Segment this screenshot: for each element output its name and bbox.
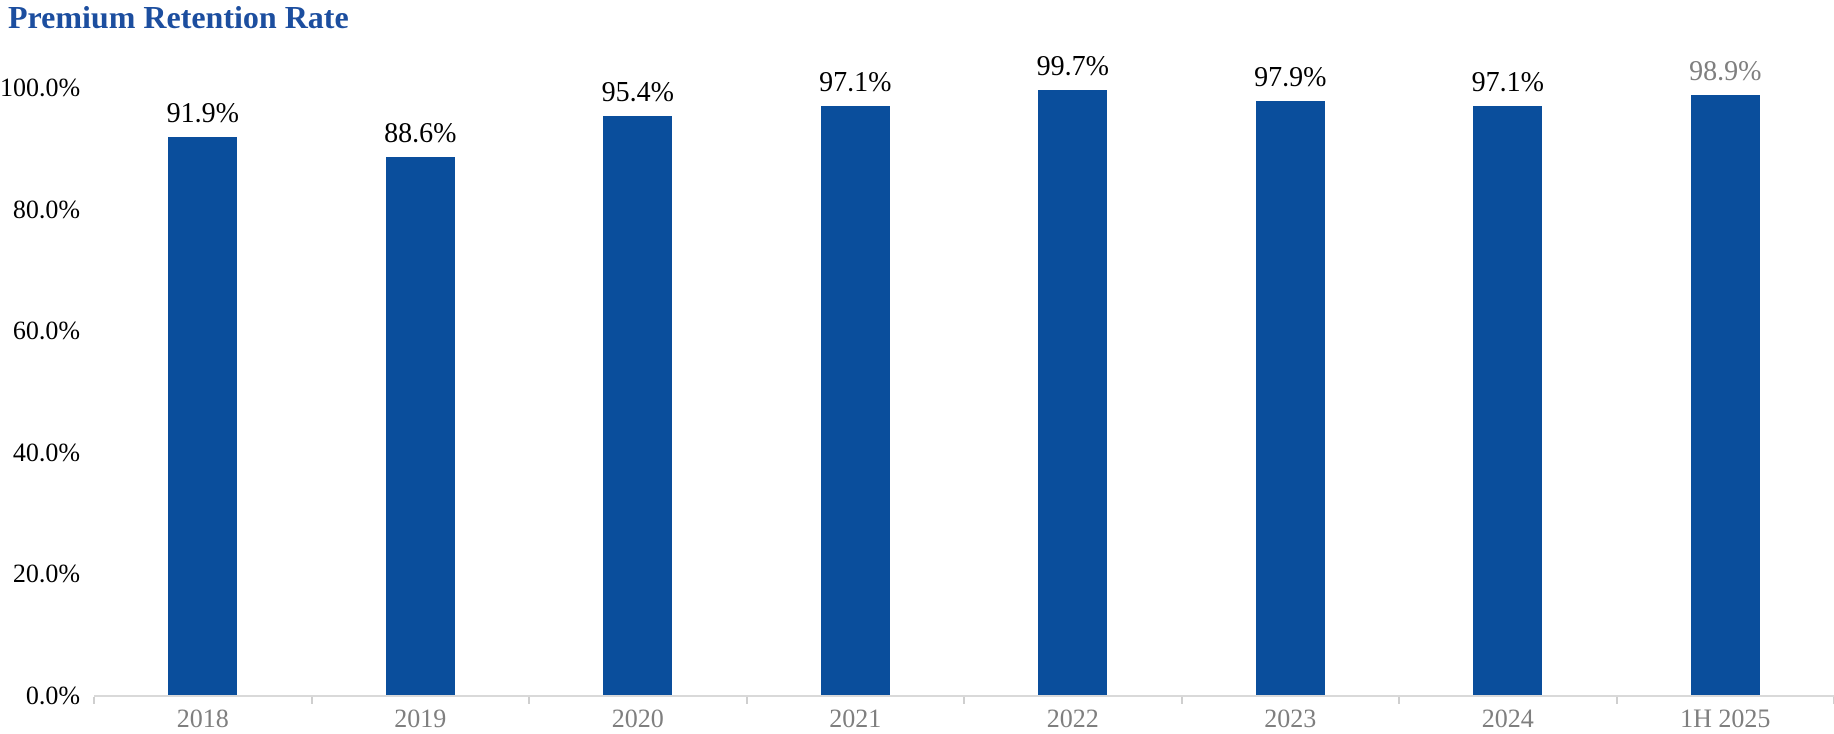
x-axis-line [94,695,1834,697]
x-tick-label-2024: 2024 [1481,704,1534,733]
x-tick-label-2021: 2021 [829,704,882,733]
x-tick-label-2022: 2022 [1046,704,1099,733]
data-label-2021: 97.1% [819,66,892,98]
bar-2024 [1473,105,1543,696]
y-tick-label-0.0%: 0.0% [25,681,80,710]
x-tick-label-2020: 2020 [611,704,664,733]
data-label-2023: 97.9% [1254,61,1327,93]
bar-1H 2025 [1690,94,1760,696]
data-label-2019: 88.6% [384,118,457,150]
bar-2020 [603,115,673,696]
x-axis-tick [310,697,313,704]
y-tick-label-60.0%: 60.0% [12,316,80,346]
y-tick-label-40.0%: 40.0% [12,437,80,467]
x-axis-tick [528,697,530,704]
x-axis-tick [93,697,95,704]
x-tick-label-2018: 2018 [176,704,229,733]
y-tick-label-20.0%: 20.0% [12,559,80,589]
x-tick-label-2019: 2019 [394,704,447,733]
bar-2021 [820,105,890,696]
bar-2023 [1255,100,1325,696]
data-label-1H 2025: 98.9% [1689,55,1762,87]
data-label-2022: 99.7% [1036,50,1109,82]
y-tick-label-80.0%: 80.0% [12,194,80,224]
data-label-2018: 91.9% [166,98,239,130]
bar-2019 [385,157,455,696]
x-axis-tick [1615,697,1618,704]
bar-2022 [1038,89,1108,696]
y-tick-label-100.0%: 100.0% [0,73,81,102]
data-label-2024: 97.1% [1471,66,1544,98]
chart-title: Premium Retention Rate [8,0,349,35]
data-label-2020: 95.4% [601,76,674,108]
x-tick-label-2023: 2023 [1264,704,1317,733]
x-tick-label-1H 2025: 1H 2025 [1680,704,1771,733]
x-axis-tick [1180,697,1183,704]
x-axis-tick [1398,697,1400,704]
x-axis-tick [963,697,965,704]
bar-2018 [168,137,238,696]
x-axis-tick [745,697,748,704]
